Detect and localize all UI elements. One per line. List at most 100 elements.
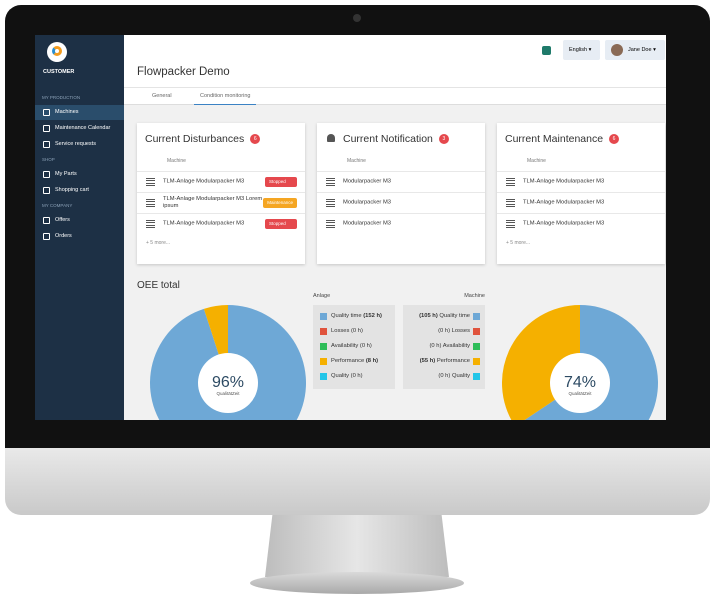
logo-mark	[52, 46, 62, 56]
legend-item: Performance (8 h)	[313, 355, 395, 367]
legend-box: (105 h) Quality time (0 h) Losses (0 h) Av…	[403, 305, 485, 389]
donut-caption: QualitätZeit	[216, 391, 240, 396]
card-title-text: Current Notification	[343, 133, 433, 145]
language-button[interactable]: English ▾	[563, 40, 600, 60]
nav-item[interactable]: Service requests	[35, 137, 124, 152]
server-icon	[506, 220, 515, 228]
status-badge: Stopped	[265, 177, 297, 187]
machine-name: TLM-Anlage Modularpacker M3	[163, 220, 245, 227]
card-title-text: Current Disturbances	[145, 133, 245, 145]
legend-title: Anlage	[313, 293, 331, 299]
legend-item: (0 h) Availability	[403, 340, 485, 352]
legend-hours: (0 h)	[438, 373, 451, 379]
legend-label: Quality time	[331, 313, 362, 319]
legend-item: Losses (0 h)	[313, 325, 395, 337]
section-title: MY COMPANY	[42, 203, 73, 208]
nav-item[interactable]: Offers	[35, 213, 124, 228]
machine-name: TLM-Anlage Modularpacker M3	[163, 178, 245, 185]
legend-hours: (0 h)	[350, 373, 363, 379]
donut-caption: QualitätZeit	[568, 391, 592, 396]
user-button[interactable]: Jane Doe ▾	[605, 40, 665, 60]
card-title: Current Maintenance 6	[505, 133, 620, 145]
nav-item[interactable]: My Parts	[35, 167, 124, 182]
nav-icon	[43, 125, 50, 132]
card-title: Current Notification 3	[327, 133, 449, 145]
machine-row[interactable]: TLM-Anlage Modularpacker M3 Lorem ipsum M…	[137, 192, 305, 213]
status-badge: Maintenance	[263, 198, 297, 208]
machine-row[interactable]: Modularpacker M3	[317, 171, 485, 192]
legend-hours: (152 h)	[363, 313, 382, 319]
nav-label: Offers	[55, 217, 70, 223]
nav-label: Orders	[55, 233, 72, 239]
nav-icon	[43, 233, 50, 240]
legend-hours: (55 h)	[419, 358, 436, 364]
legend-item: (105 h) Quality time	[403, 310, 485, 322]
legend-item: (55 h) Performance	[403, 355, 485, 367]
legend-label: Performance	[436, 358, 470, 364]
donut-hole	[550, 353, 610, 413]
user-name: Jane Doe	[628, 47, 652, 53]
nav-item[interactable]: Maintenance Calendar	[35, 121, 124, 136]
legend-label: Availability	[331, 343, 359, 349]
machine-row[interactable]: Modularpacker M3	[317, 192, 485, 213]
legend-swatch	[320, 373, 327, 380]
server-icon	[326, 199, 335, 207]
column-header: Machine	[347, 158, 366, 164]
server-icon	[326, 220, 335, 228]
machine-row[interactable]: TLM-Anlage Modularpacker M3	[497, 171, 665, 192]
logo	[47, 42, 67, 62]
avatar	[611, 44, 623, 56]
legend-item: (0 h) Losses	[403, 325, 485, 337]
legend-swatch	[473, 343, 480, 350]
nav-item[interactable]: Shopping cart	[35, 183, 124, 198]
count-badge: 6	[250, 134, 261, 144]
nav-label: Service requests	[55, 141, 96, 147]
machine-name: Modularpacker M3	[343, 199, 392, 206]
machine-row[interactable]: TLM-Anlage Modularpacker M3	[497, 213, 665, 234]
donut-hole	[198, 353, 258, 413]
brand: CUSTOMER	[43, 69, 75, 75]
app-icon[interactable]	[542, 46, 551, 55]
machine-row[interactable]: TLM-Anlage Modularpacker M3 Stopped	[137, 213, 305, 234]
card-title: Current Disturbances 6	[145, 133, 261, 145]
oee-title: OEE total	[137, 280, 180, 291]
nav-label: My Parts	[55, 171, 77, 177]
legend-hours: (105 h)	[419, 313, 438, 319]
nav-icon	[43, 171, 50, 178]
legend-hours: (8 h)	[365, 358, 379, 364]
card-title-text: Current Maintenance	[505, 133, 604, 145]
more-link[interactable]: + 5 more...	[506, 240, 531, 246]
card: Current Disturbances 6 Machine TLM-Anlage M…	[137, 123, 305, 264]
machine-name: Modularpacker M3	[343, 178, 392, 185]
more-link[interactable]: + 5 more...	[146, 240, 171, 246]
machine-row[interactable]: Modularpacker M3	[317, 213, 485, 234]
top-bar: English ▾ Jane Doe ▾ Flowpacker Demo	[124, 35, 666, 87]
section-title: SHOP	[42, 157, 55, 162]
machine-row[interactable]: TLM-Anlage Modularpacker M3	[497, 192, 665, 213]
legend-swatch	[320, 358, 327, 365]
nav-icon	[43, 141, 50, 148]
legend-swatch	[320, 343, 327, 350]
legend-label: Availability	[442, 343, 470, 349]
legend-item: Availability (0 h)	[313, 340, 395, 352]
machine-name: TLM-Anlage Modularpacker M3	[523, 220, 605, 227]
machine-name: TLM-Anlage Modularpacker M3	[523, 199, 605, 206]
monitor-base	[250, 572, 464, 594]
bell-icon	[327, 134, 335, 142]
legend-item: Quality time (152 h)	[313, 310, 395, 322]
tab[interactable]: Condition monitoring	[194, 88, 257, 105]
sidebar: CUSTOMER MY PRODUCTION Machines Maintenanc…	[35, 35, 124, 420]
machine-row[interactable]: TLM-Anlage Modularpacker M3 Stopped	[137, 171, 305, 192]
nav-label: Maintenance Calendar	[55, 125, 111, 131]
donut-center: 74%	[564, 374, 596, 391]
legend-swatch	[473, 313, 480, 320]
legend-hours: (0 h)	[359, 343, 372, 349]
nav-item[interactable]: Orders	[35, 229, 124, 244]
camera	[353, 14, 361, 22]
tab[interactable]: General	[152, 93, 172, 99]
machine-name: TLM-Anlage Modularpacker M3	[523, 178, 605, 185]
page-title: Flowpacker Demo	[137, 66, 230, 78]
nav-item[interactable]: Machines	[35, 105, 124, 120]
